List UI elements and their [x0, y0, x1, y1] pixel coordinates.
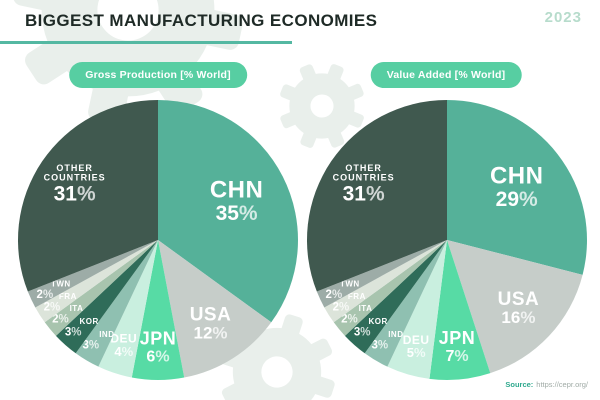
badge-gross-production: Gross Production [% World] [69, 62, 247, 88]
pie-slice-deu [387, 240, 447, 379]
pie-label-ita: ITA 2% [52, 304, 83, 325]
pie-label-chn: CHN 35% [210, 177, 264, 225]
pie-slice-twn [316, 240, 447, 308]
page-title: BIGGEST MANUFACTURING ECONOMIES [25, 11, 378, 30]
pie-label-jpn: JPN 6% [140, 329, 177, 366]
source-line: Source: https://cepr.org/ [505, 380, 588, 389]
title-underline [0, 41, 292, 44]
year-label: 2023 [544, 9, 582, 26]
pie-slice-other-countries [306, 100, 447, 292]
pie-label-other-countries: OTHER COUNTRIES 31% [44, 163, 106, 205]
pie-label-ind: IND 3% [372, 330, 404, 351]
pie-label-kor: KOR 3% [65, 317, 99, 338]
pie-label-chn: CHN 29% [490, 163, 543, 211]
pie-slice-ind [75, 240, 158, 367]
badge-value-added: Value Added [% World] [370, 62, 522, 88]
pie-slice-fra [35, 240, 158, 323]
pie-label-ita: ITA 2% [341, 304, 372, 325]
pie-slice-other-countries [17, 100, 159, 292]
pie-slice-ind [364, 240, 447, 367]
pie-chart-gross-production: CHN 35% USA 12% JPN 6% DEU 4% IND 3% KOR 3% ITA 2% FRA… [8, 90, 308, 390]
pie-label-jpn: JPN 7% [439, 328, 476, 365]
pie-slice-chn [158, 100, 298, 323]
source-url[interactable]: https://cepr.org/ [536, 380, 588, 389]
pie-label-twn: TWN 2% [326, 279, 360, 300]
pie-label-kor: KOR 3% [354, 317, 388, 338]
source-label: Source: [505, 380, 534, 389]
pie-slice-kor [344, 240, 447, 354]
pie-label-other-countries: OTHER COUNTRIES 31% [333, 163, 395, 205]
pie-slice-usa [447, 240, 583, 374]
pie-slice-deu [98, 240, 158, 378]
pie-label-deu: DEU 4% [110, 332, 137, 359]
pie-label-fra: FRA 2% [333, 292, 366, 313]
pie-slice-ita [44, 240, 158, 336]
pie-label-twn: TWN 2% [37, 279, 71, 300]
pie-label-deu: DEU 5% [403, 333, 430, 360]
pie-chart-value-added: CHN 29% USA 16% JPN 7% DEU 5% IND 3% KOR 3% ITA 2% FRA… [297, 90, 597, 390]
pie-slice-ita [333, 240, 447, 336]
pie-slice-twn [27, 240, 158, 308]
pie-label-ind: IND 3% [83, 330, 115, 351]
pie-slice-jpn [131, 240, 185, 380]
pie-slice-usa [158, 240, 272, 378]
pie-slice-fra [324, 240, 447, 323]
pie-slice-kor [55, 240, 158, 354]
pie-label-usa: USA 12% [190, 305, 232, 343]
pie-label-fra: FRA 2% [44, 292, 77, 313]
pie-slice-chn [447, 100, 587, 275]
pie-label-usa: USA 16% [498, 289, 540, 327]
pie-slice-jpn [429, 240, 491, 381]
